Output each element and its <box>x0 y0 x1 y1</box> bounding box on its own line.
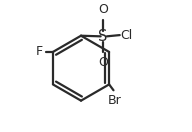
Text: O: O <box>98 3 108 16</box>
Text: Br: Br <box>107 94 121 107</box>
Text: Cl: Cl <box>121 29 133 42</box>
Text: F: F <box>36 45 43 58</box>
Text: S: S <box>98 29 108 44</box>
Text: O: O <box>98 56 108 69</box>
